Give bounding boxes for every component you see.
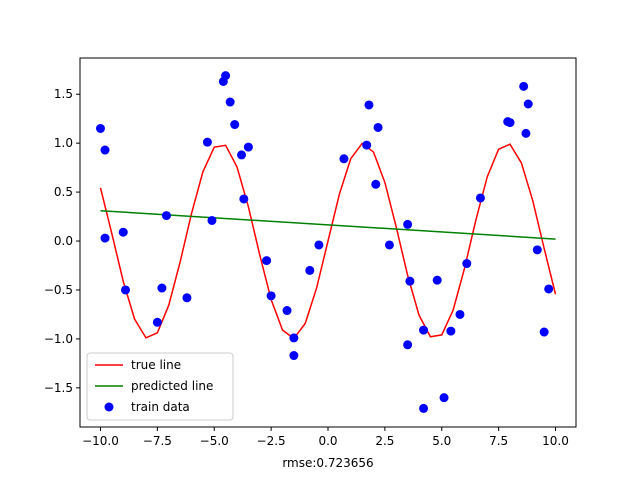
y-axis: −1.5 −1.0 −0.5 0.0 0.5 1.0 1.5 [44, 87, 80, 395]
series-line-true-line [99, 142, 557, 340]
data-point [475, 193, 485, 203]
data-point [419, 325, 429, 335]
data-point [373, 122, 383, 132]
y-tick-label: −1.5 [44, 381, 73, 395]
legend-box [86, 352, 234, 421]
series-points [95, 71, 554, 413]
legend-swatch [104, 402, 114, 412]
legend-label: predicted line [131, 379, 213, 393]
data-point [161, 211, 171, 221]
legend-label: train data [131, 400, 190, 414]
data-point [121, 285, 130, 295]
x-tick-label: 2.5 [375, 434, 394, 448]
y-tick-label: 1.5 [54, 87, 73, 101]
data-point [202, 137, 212, 147]
data-point [100, 233, 110, 243]
data-point [207, 215, 217, 225]
data-point [532, 245, 542, 255]
y-tick-label: −0.5 [44, 283, 73, 297]
data-point [262, 256, 272, 266]
data-point [157, 283, 167, 293]
series-lines [99, 142, 557, 340]
data-point [282, 306, 292, 316]
data-point [405, 276, 415, 286]
data-point [432, 275, 442, 285]
data-point [403, 219, 413, 229]
x-tick-label: 5.0 [432, 434, 451, 448]
x-axis-label: rmse:0.723656 [282, 456, 373, 470]
data-point [314, 240, 324, 250]
data-point [462, 259, 472, 269]
data-point [521, 128, 531, 138]
data-point [243, 142, 253, 152]
data-point [230, 120, 240, 130]
x-tick-label: −2.5 [257, 434, 286, 448]
data-point [403, 340, 413, 350]
data-point [266, 291, 276, 301]
data-point [237, 150, 247, 160]
data-point [519, 81, 529, 91]
legend-label: true line [131, 358, 181, 372]
data-point [505, 118, 515, 128]
x-tick-label: −10.0 [82, 434, 119, 448]
data-point [239, 194, 249, 204]
data-point [384, 240, 394, 250]
x-tick-label: −7.5 [143, 434, 172, 448]
y-tick-label: 0.5 [54, 185, 73, 199]
data-point [225, 97, 235, 107]
y-tick-label: −1.0 [44, 332, 73, 346]
data-point [362, 140, 372, 150]
data-point [419, 403, 429, 413]
x-axis: −10.0 −7.5 −5.0 −2.5 0.0 2.5 5.0 7.5 10.0 [82, 427, 569, 448]
x-tick-label: −5.0 [200, 434, 229, 448]
data-point [289, 333, 299, 343]
x-tick-label: 0.0 [318, 434, 337, 448]
data-point [182, 293, 192, 303]
data-point [455, 309, 465, 319]
data-point [523, 99, 533, 109]
data-point [544, 284, 554, 294]
series-line-predicted-line [100, 209, 556, 240]
data-point [446, 326, 456, 336]
data-point [539, 327, 549, 337]
data-point [152, 317, 162, 327]
data-point [100, 145, 110, 155]
data-point [371, 179, 381, 189]
data-point [289, 351, 299, 361]
legend: true line predicted line train data [86, 352, 234, 421]
data-point [339, 154, 349, 164]
x-tick-label: 10.0 [542, 434, 569, 448]
data-point [95, 123, 105, 133]
data-point [118, 227, 128, 237]
x-tick-label: 7.5 [489, 434, 508, 448]
y-tick-label: 0.0 [54, 234, 73, 248]
y-tick-label: 1.0 [54, 136, 73, 150]
data-point [221, 71, 231, 81]
data-point [364, 100, 374, 110]
data-point [439, 393, 449, 403]
data-point [305, 265, 315, 275]
